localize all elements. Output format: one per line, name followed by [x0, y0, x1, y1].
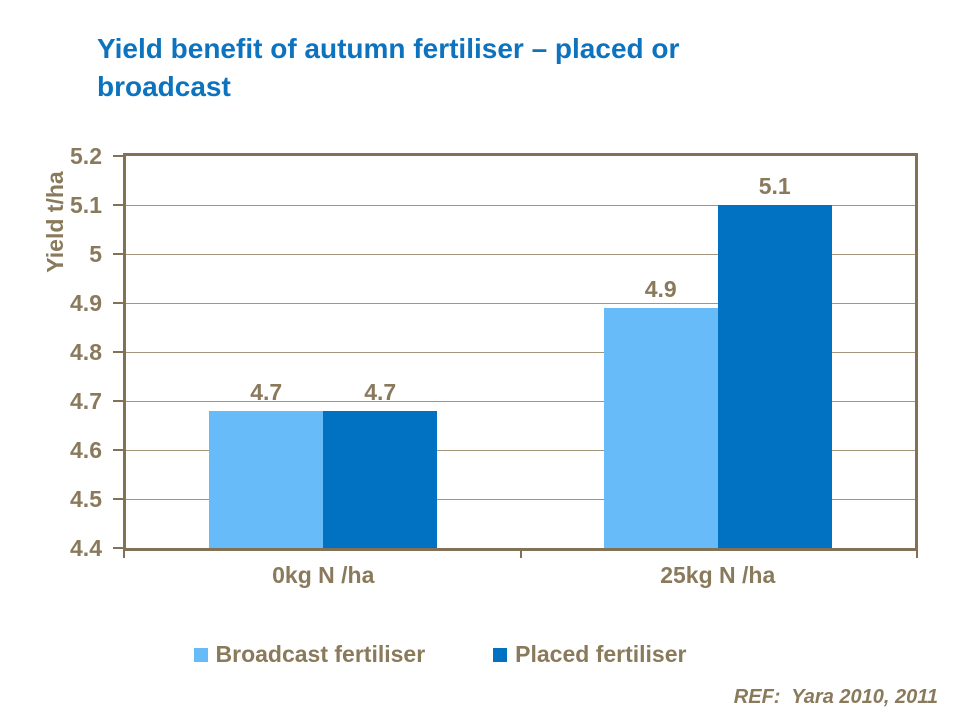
x-tick-mark	[123, 549, 125, 558]
y-tick-label: 4.9	[70, 290, 102, 316]
legend-label: Placed fertiliser	[515, 641, 687, 667]
y-tick-label: 4.8	[70, 339, 102, 365]
gridline	[126, 449, 915, 451]
y-tick-mark	[113, 547, 123, 549]
gridline	[126, 302, 915, 304]
legend-swatch-icon	[493, 647, 508, 662]
x-category-label: 25kg N /ha	[660, 562, 776, 588]
chart-title: Yield benefit of autumn fertiliser – pla…	[97, 30, 679, 106]
chart-title-line-2: broadcast	[97, 71, 231, 102]
y-tick-mark	[113, 351, 123, 353]
chart-title-line-1: Yield benefit of autumn fertiliser – pla…	[97, 33, 680, 64]
bar-placed-cat0	[323, 410, 438, 548]
x-tick-mark	[519, 549, 522, 558]
legend-entry-placed: Placed fertiliser	[493, 641, 686, 668]
chart-legend: Broadcast fertiliser Placed fertiliser	[0, 641, 880, 668]
y-tick-mark	[113, 498, 123, 500]
y-tick-label: 4.7	[70, 388, 102, 414]
bar-value-label: 5.1	[758, 173, 791, 199]
y-tick-label: 4.4	[70, 535, 102, 561]
x-category-label: 0kg N /ha	[272, 562, 375, 588]
y-tick-mark	[113, 302, 123, 304]
y-tick-mark	[113, 253, 123, 255]
plot-area	[123, 153, 918, 551]
y-tick-mark	[113, 449, 123, 451]
legend-swatch-icon	[193, 647, 208, 662]
y-tick-mark	[113, 155, 123, 157]
legend-label: Broadcast fertiliser	[215, 641, 426, 667]
bar-placed-cat1	[717, 205, 832, 548]
gridline	[126, 498, 915, 500]
y-tick-mark	[113, 204, 123, 206]
gridline	[126, 400, 915, 402]
legend-entry-broadcast: Broadcast fertiliser	[193, 641, 426, 668]
gridline	[126, 253, 915, 255]
bar-value-label: 4.7	[250, 378, 283, 405]
bar-broadcast-cat0	[209, 410, 324, 548]
y-tick-mark	[113, 400, 123, 402]
reference-text: REF: Yara 2010, 2011	[733, 686, 938, 708]
gridline	[126, 351, 915, 353]
y-tick-label: 4.6	[70, 437, 102, 463]
bar-broadcast-cat1	[603, 307, 718, 548]
y-tick-label: 5.1	[70, 192, 102, 218]
y-tick-label: 5.2	[70, 143, 102, 169]
bar-value-label: 4.7	[364, 378, 397, 405]
y-tick-label: 5	[89, 241, 102, 267]
gridline	[126, 204, 915, 206]
bar-value-label: 4.9	[644, 275, 677, 302]
y-tick-label: 4.5	[70, 486, 102, 512]
x-tick-mark	[916, 549, 918, 558]
